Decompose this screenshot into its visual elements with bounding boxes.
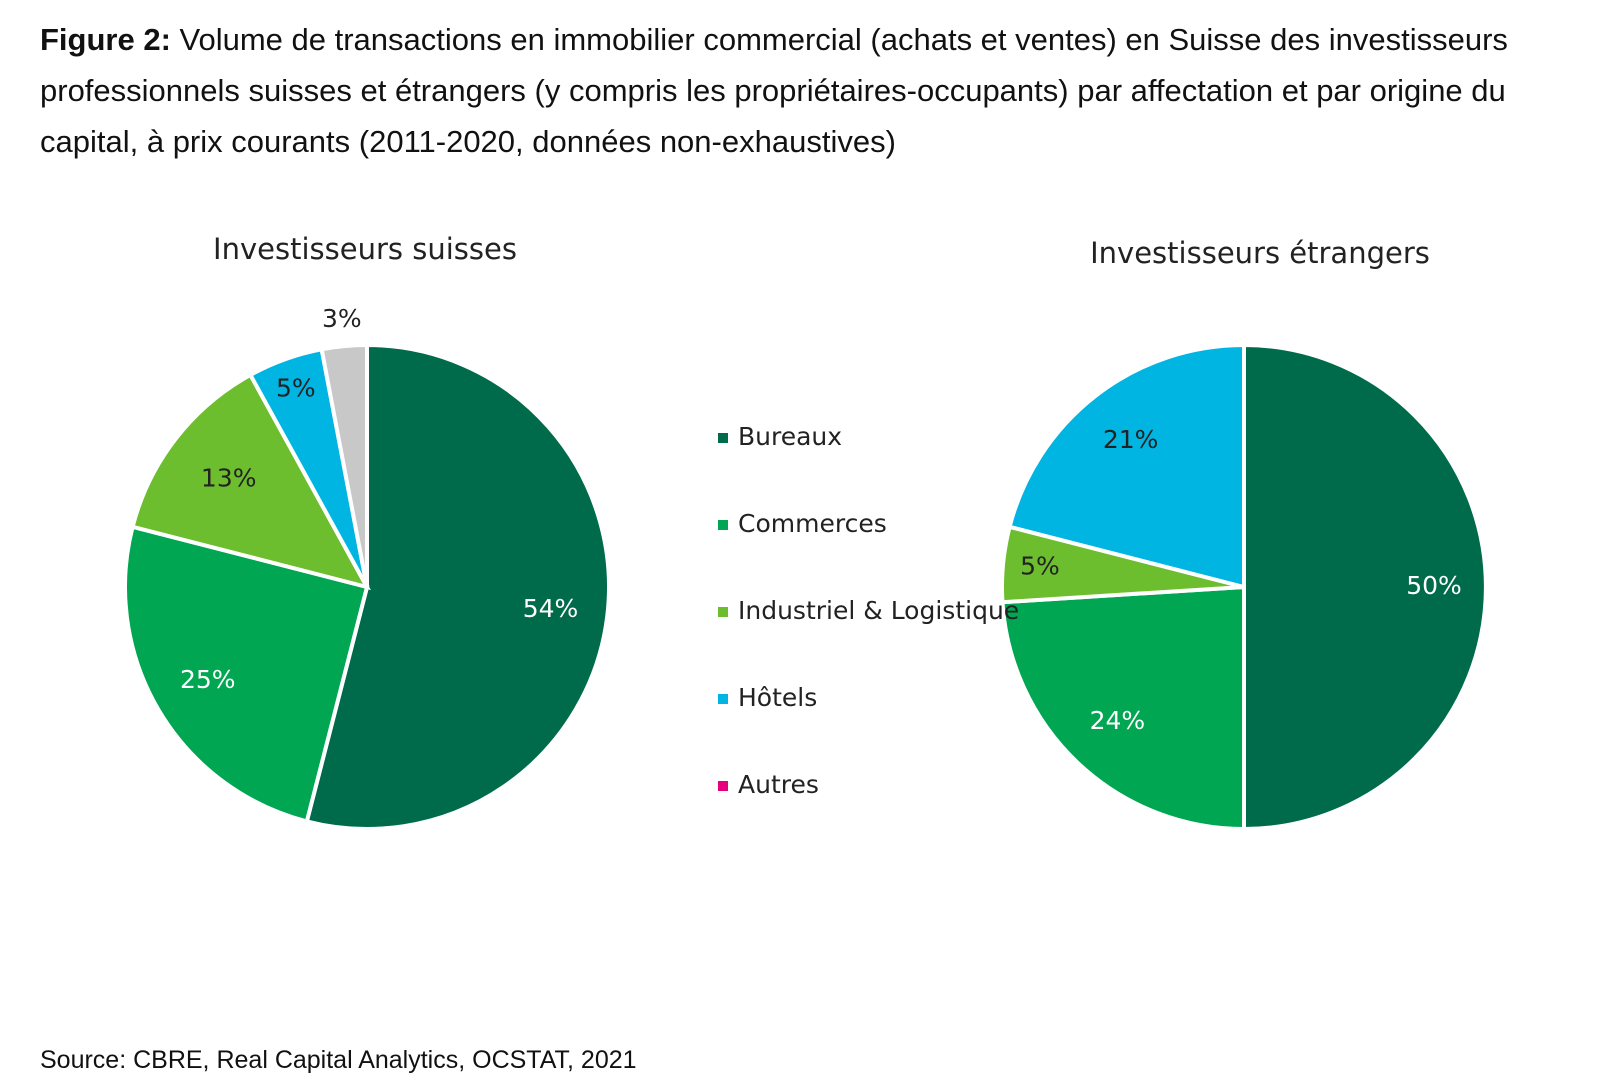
pie-slice-label: 50%	[1406, 571, 1462, 600]
legend-item: Bureaux	[718, 415, 1019, 502]
legend-item: Autres	[718, 763, 1019, 850]
pie-slice	[123, 524, 370, 824]
figure-title-lead: Figure 2:	[40, 22, 171, 57]
pie-slice-label: 13%	[201, 464, 257, 493]
pie-slice	[1000, 584, 1246, 832]
legend-label: Industriel & Logistique	[738, 596, 1020, 625]
pie-slice	[1242, 342, 1488, 832]
legend-item: Hôtels	[718, 676, 1019, 763]
legend-label: Autres	[738, 770, 819, 799]
legend-label: Commerces	[738, 509, 887, 538]
chart-title-foreign: Investisseurs étrangers	[1090, 236, 1430, 270]
figure-title-text: Volume de transactions en immobilier com…	[40, 22, 1508, 159]
pie-slice	[319, 342, 369, 588]
pie-slice-label: 54%	[523, 594, 579, 623]
figure-title: Figure 2: Volume de transactions en immo…	[40, 14, 1520, 167]
pie-slice	[304, 342, 611, 831]
legend-swatch	[718, 433, 728, 443]
legend-item: Industriel & Logistique	[718, 589, 1019, 676]
legend-label: Hôtels	[738, 683, 818, 712]
pie-slice-label: 5%	[1020, 552, 1060, 581]
chart-title-swiss: Investisseurs suisses	[213, 232, 517, 266]
pie-slice	[130, 372, 371, 591]
pie-slice-label: 25%	[180, 665, 236, 694]
legend-swatch	[718, 694, 728, 704]
legend: Bureaux Commerces Industriel & Logistiqu…	[718, 415, 1019, 850]
legend-swatch	[718, 781, 728, 791]
source-note: Source: CBRE, Real Capital Analytics, OC…	[40, 1046, 637, 1074]
pie-slice	[1007, 342, 1246, 590]
legend-label: Bureaux	[738, 422, 843, 451]
legend-swatch	[718, 607, 728, 617]
legend-swatch	[718, 520, 728, 530]
pie-slice-label: 5%	[276, 373, 316, 402]
legend-item: Commerces	[718, 502, 1019, 589]
pie-slice-label: 24%	[1090, 706, 1146, 735]
pie-slice-label: 21%	[1103, 425, 1159, 454]
pie-slice-label: 3%	[322, 304, 362, 333]
